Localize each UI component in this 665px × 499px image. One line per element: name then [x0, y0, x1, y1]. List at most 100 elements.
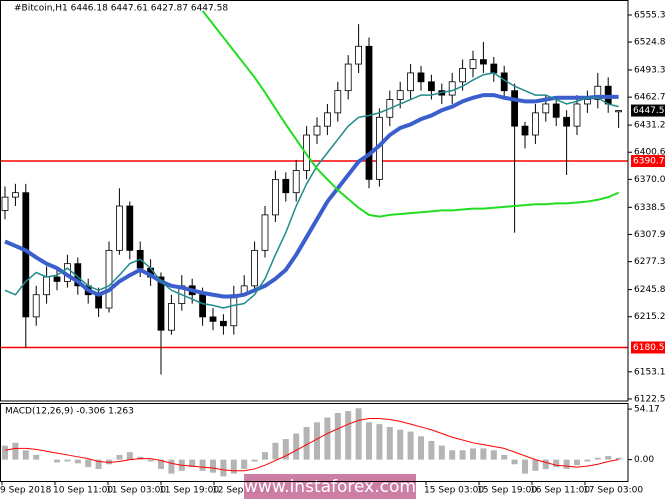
macd-bar: [376, 424, 383, 460]
macd-bar: [2, 445, 8, 460]
level-label: 6390.71: [633, 157, 665, 167]
macd-bar: [230, 459, 237, 474]
macd-bar: [615, 457, 622, 460]
x-tick-label: 17 Sep 03:00: [583, 486, 643, 496]
macd-bar: [189, 459, 196, 468]
y-tick-label: 6153.10: [634, 367, 665, 377]
macd-bar: [22, 450, 29, 460]
current-price: 6447.58: [633, 106, 665, 116]
candle-body: [271, 178, 279, 216]
candle-body: [532, 112, 539, 136]
y-tick-label: 6400.60: [634, 148, 665, 158]
y-tick-label: 6555.30: [634, 10, 665, 20]
candle-body: [344, 63, 352, 92]
moving-average: [201, 10, 619, 218]
candle-body: [323, 112, 331, 127]
x-tick-label: 15 Sep 03:00: [424, 486, 484, 496]
macd-bar: [95, 459, 102, 469]
macd-bar: [251, 459, 258, 462]
candle-body: [303, 134, 311, 171]
candle-body: [126, 205, 134, 251]
macd-bar: [293, 433, 300, 460]
macd-bar: [522, 459, 528, 474]
candle-body: [573, 103, 581, 127]
macd-bar: [345, 411, 352, 460]
candle-body: [594, 85, 602, 100]
candle-body: [448, 81, 456, 96]
watermark: www.instaforex.com: [244, 477, 416, 497]
macd-bar: [314, 422, 320, 460]
candle-body: [261, 214, 269, 251]
level-tag: [631, 341, 665, 354]
macd-bar: [542, 459, 549, 469]
candle-body: [396, 90, 404, 100]
macd-bar: [574, 459, 580, 466]
y-tick-label: 6462.70: [634, 93, 665, 103]
macd-bar: [324, 417, 331, 460]
candle-body: [116, 205, 123, 251]
macd-bar: [563, 459, 570, 469]
candle-body: [230, 294, 238, 327]
candle-body: [43, 276, 50, 296]
macd-bar: [168, 459, 175, 474]
candle-body: [469, 59, 477, 69]
candle-body: [209, 316, 217, 322]
candle-body: [552, 103, 560, 118]
macd-bar: [470, 448, 476, 460]
candle-body: [479, 59, 487, 65]
candle-body: [511, 90, 519, 127]
candle-body: [167, 303, 175, 331]
macd-bar: [407, 431, 414, 460]
moving-average: [4, 93, 619, 299]
x-tick-label: 12 Sep 11:00: [212, 486, 272, 496]
macd-bar: [126, 452, 133, 460]
macd-panel: [2, 408, 622, 477]
candle-body: [105, 249, 113, 309]
macd-bar: [241, 459, 248, 469]
macd-bar: [594, 457, 601, 460]
candle-body: [521, 125, 529, 136]
candle-body: [584, 99, 591, 105]
candle-body: [542, 103, 550, 114]
candle-body: [459, 68, 467, 83]
x-tick-label: 10 Sep 11:00: [53, 486, 113, 496]
macd-bar: [605, 455, 612, 460]
candle-body: [11, 192, 19, 198]
candle-body: [219, 320, 227, 327]
macd-bar: [210, 459, 216, 473]
signal-line: [4, 418, 619, 472]
macd-bar: [355, 408, 362, 460]
chart-title: #Bitcoin,H1 6446.18 6447.61 6427.87 6447…: [14, 4, 228, 14]
macd-title: MACD(12,26,9) -0.306 1.263: [5, 407, 134, 417]
candle-body: [417, 72, 425, 83]
macd-bar: [418, 436, 424, 460]
y-tick-label: 54.17: [634, 405, 660, 415]
candle-body: [199, 294, 207, 318]
macd-bar: [532, 459, 539, 471]
macd-bar: [282, 439, 289, 460]
macd-bar: [490, 450, 497, 460]
candle-body: [1, 196, 9, 211]
candle-body: [490, 63, 498, 74]
macd-bar: [85, 459, 92, 468]
candle-body: [22, 192, 30, 318]
macd-bar: [501, 454, 508, 460]
candle-body: [365, 45, 373, 180]
y-tick-label: 6493.35: [634, 65, 665, 75]
moving-average: [4, 72, 619, 309]
macd-bar: [199, 459, 206, 471]
candle-body: [313, 125, 321, 136]
candle-body: [615, 110, 622, 113]
candle-body: [334, 90, 342, 114]
price-frame: [0, 0, 629, 402]
watermark-box: [244, 474, 416, 499]
macd-bar: [334, 412, 341, 460]
macd-bar: [33, 454, 40, 460]
macd-bar: [428, 440, 435, 460]
macd-bar: [366, 422, 372, 460]
candle-body: [53, 276, 61, 282]
candle-body: [32, 294, 40, 318]
macd-bar: [584, 459, 591, 462]
macd-bar: [262, 452, 268, 460]
macd-bar: [272, 442, 279, 460]
